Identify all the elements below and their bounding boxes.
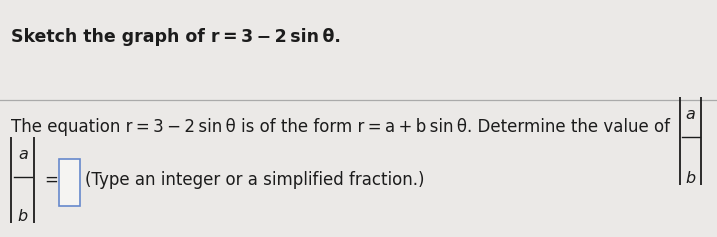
Text: b: b [18, 209, 28, 223]
Text: a: a [18, 147, 28, 162]
Text: (Type an integer or a simplified fraction.): (Type an integer or a simplified fractio… [85, 171, 424, 189]
Text: Sketch the graph of r = 3 − 2 sin θ.: Sketch the graph of r = 3 − 2 sin θ. [11, 28, 341, 46]
Text: The equation r = 3 − 2 sin θ is of the form r = a + b sin θ. Determine the value: The equation r = 3 − 2 sin θ is of the f… [11, 118, 670, 137]
Text: b: b [685, 171, 695, 186]
Text: =: = [44, 171, 58, 189]
Text: a: a [685, 107, 695, 122]
FancyBboxPatch shape [59, 159, 80, 206]
